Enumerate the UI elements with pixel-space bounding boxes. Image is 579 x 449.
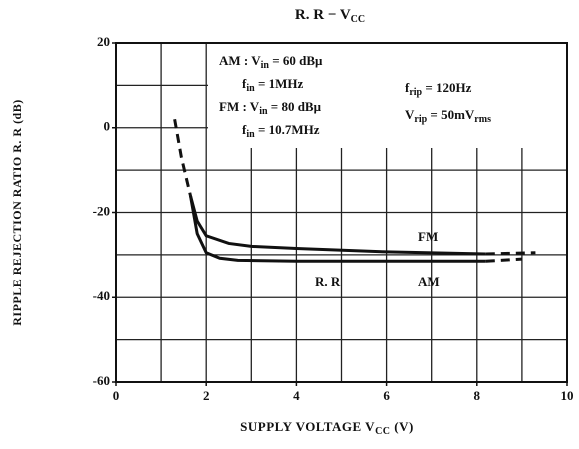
annotation: frip = 120Hz [405, 80, 472, 98]
text-part: rip [409, 87, 422, 98]
annotation: Vrip = 50mVrms [405, 107, 491, 125]
text-part: FM [418, 229, 438, 244]
y-tick-label: -20 [93, 203, 110, 218]
annotation: FM : Vin = 80 dBμ [219, 99, 322, 117]
data-line [173, 119, 192, 196]
text-part: = 60 dBμ [269, 53, 323, 68]
annotation: R. R [315, 274, 341, 289]
annotation: AM : Vin = 60 dBμ [219, 53, 323, 71]
x-tick-label: 8 [474, 388, 481, 403]
text-part: in [259, 106, 268, 117]
text-part: in [261, 60, 270, 71]
text-part: CC [375, 426, 390, 437]
annotation: fin = 1MHz [242, 76, 303, 94]
annotation-panel [208, 44, 566, 148]
text-part: = 1MHz [255, 76, 304, 91]
x-tick-label: 0 [113, 388, 120, 403]
text-part: = 50mV [427, 107, 475, 122]
text-part: in [246, 83, 255, 94]
y-tick-label: 20 [97, 34, 110, 49]
text-part: V [405, 107, 415, 122]
x-tick-label: 2 [203, 388, 210, 403]
text-part: rms [474, 114, 491, 125]
annotation: FM [418, 229, 438, 244]
text-part: (V) [391, 419, 414, 434]
text-part: = 120Hz [422, 80, 472, 95]
text-part: in [246, 129, 255, 140]
annotation: AM [418, 274, 440, 289]
text-part: = 80 dBμ [268, 99, 322, 114]
y-tick-label: -40 [93, 288, 110, 303]
y-axis-label: RIPPLE REJECTION RATIO R. R (dB) [10, 99, 24, 325]
text-part: = 10.7MHz [255, 122, 320, 137]
text-part: f [242, 76, 247, 91]
text-part: f [242, 122, 247, 137]
annotation: fin = 10.7MHz [242, 122, 320, 140]
x-tick-label: 10 [561, 388, 574, 403]
text-part: SUPPLY VOLTAGE V [240, 419, 375, 434]
y-tick-label: 0 [104, 119, 111, 134]
data-line [485, 251, 536, 256]
text-part: R. R [315, 274, 341, 289]
data-line [188, 195, 486, 256]
text-part: f [405, 80, 410, 95]
x-tick-label: 4 [293, 388, 300, 403]
data-line [188, 195, 486, 263]
text-part: CC [351, 14, 365, 25]
text-part: AM : V [219, 53, 261, 68]
text-part: rip [414, 114, 427, 125]
x-axis-label: SUPPLY VOLTAGE VCC (V) [240, 419, 414, 437]
y-tick-label: -60 [93, 373, 110, 388]
text-part: R. R − V [295, 7, 351, 23]
chart-title: R. R − VCC [295, 7, 365, 25]
x-tick-label: 6 [383, 388, 390, 403]
text-part: AM [418, 274, 440, 289]
data-line [485, 257, 522, 263]
text-part: FM : V [219, 99, 260, 114]
